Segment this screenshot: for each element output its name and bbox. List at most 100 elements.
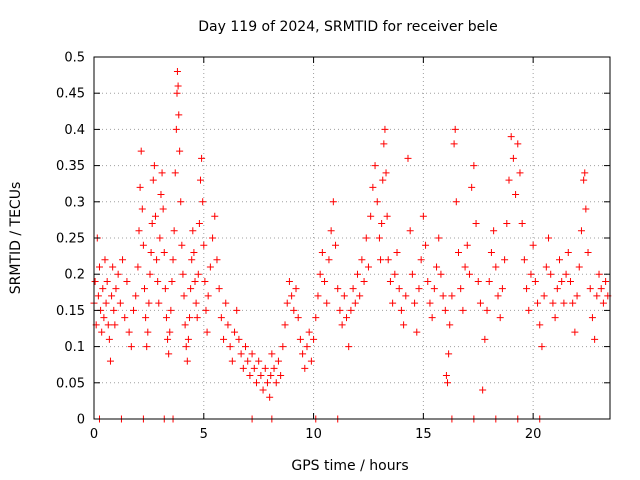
- chart-title: Day 119 of 2024, SRMTID for receiver bel…: [198, 19, 497, 35]
- data-point: [336, 306, 344, 314]
- data-point: [137, 147, 145, 155]
- data-point: [426, 299, 434, 307]
- y-tick-label: 0.05: [56, 376, 85, 391]
- data-point: [558, 277, 566, 285]
- y-axis-label: SRMTID / TECUs: [8, 182, 24, 295]
- y-tick-label: 0.35: [56, 159, 85, 174]
- data-point: [114, 270, 122, 278]
- data-point: [160, 248, 168, 256]
- data-point: [569, 299, 577, 307]
- data-point: [179, 270, 187, 278]
- data-point: [177, 198, 185, 206]
- data-point: [501, 256, 509, 264]
- data-point: [514, 140, 522, 148]
- data-point: [305, 328, 313, 336]
- data-point: [259, 386, 267, 394]
- data-point: [173, 89, 181, 97]
- data-point: [496, 314, 504, 322]
- data-point: [178, 241, 186, 249]
- data-point: [591, 335, 599, 343]
- data-point: [358, 256, 366, 264]
- data-points: [90, 67, 612, 423]
- data-point: [102, 299, 110, 307]
- data-point: [415, 285, 423, 293]
- data-point: [176, 147, 184, 155]
- data-point: [316, 270, 324, 278]
- data-point: [161, 285, 169, 293]
- data-point: [104, 321, 112, 329]
- data-point: [538, 343, 546, 351]
- data-point: [340, 292, 348, 300]
- data-point: [424, 277, 432, 285]
- data-point: [116, 299, 124, 307]
- y-tick-label: 0: [77, 413, 85, 428]
- y-tick-label: 0.4: [64, 123, 85, 138]
- data-point: [448, 292, 456, 300]
- data-point: [148, 220, 156, 228]
- data-point: [192, 299, 200, 307]
- data-point: [379, 176, 387, 184]
- data-point: [162, 314, 170, 322]
- data-point: [452, 198, 460, 206]
- data-point: [175, 111, 183, 119]
- data-point: [582, 205, 590, 213]
- data-point: [121, 314, 129, 322]
- data-point: [518, 220, 526, 228]
- data-point: [215, 285, 223, 293]
- data-point: [413, 328, 421, 336]
- data-point: [200, 241, 208, 249]
- data-point: [141, 285, 149, 293]
- data-point: [136, 183, 144, 191]
- data-point: [188, 256, 196, 264]
- data-point: [446, 321, 454, 329]
- data-point: [213, 256, 221, 264]
- data-point: [217, 314, 225, 322]
- x-axis-label: GPS time / hours: [291, 458, 408, 474]
- data-point: [301, 364, 309, 372]
- data-point: [430, 285, 438, 293]
- data-point: [380, 140, 388, 148]
- data-point: [172, 125, 180, 133]
- data-point: [349, 285, 357, 293]
- data-point: [384, 256, 392, 264]
- grid-lines: [94, 57, 610, 419]
- data-point: [199, 198, 207, 206]
- data-point: [525, 306, 533, 314]
- data-point: [551, 314, 559, 322]
- y-tick-label: 0.15: [56, 304, 85, 319]
- data-point: [312, 314, 320, 322]
- y-tick-label: 0.1: [64, 340, 85, 355]
- data-point: [419, 212, 427, 220]
- data-point: [356, 292, 364, 300]
- data-point: [183, 357, 191, 365]
- data-point: [143, 343, 151, 351]
- data-point: [261, 364, 269, 372]
- data-point: [288, 292, 296, 300]
- data-point: [389, 299, 397, 307]
- data-point: [292, 285, 300, 293]
- data-point: [246, 372, 254, 380]
- data-point: [91, 277, 99, 285]
- data-point: [285, 277, 293, 285]
- data-point: [203, 328, 211, 336]
- data-point: [353, 270, 361, 278]
- data-point: [142, 314, 150, 322]
- data-point: [211, 212, 219, 220]
- data-point: [417, 256, 425, 264]
- data-point: [294, 314, 302, 322]
- data-point: [147, 248, 155, 256]
- data-point: [191, 277, 199, 285]
- data-point: [146, 270, 154, 278]
- data-point: [492, 263, 500, 271]
- data-point: [400, 321, 408, 329]
- data-point: [393, 248, 401, 256]
- data-point: [132, 292, 140, 300]
- data-point: [153, 256, 161, 264]
- data-point: [439, 292, 447, 300]
- data-point: [545, 234, 553, 242]
- data-point: [329, 198, 337, 206]
- data-point: [222, 299, 230, 307]
- data-point: [281, 321, 289, 329]
- data-point: [144, 328, 152, 336]
- y-tick-label: 0.5: [64, 51, 85, 66]
